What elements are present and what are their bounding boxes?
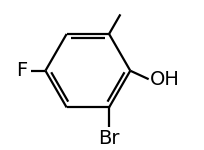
Text: F: F [16, 61, 27, 80]
Text: Br: Br [98, 129, 120, 148]
Text: OH: OH [150, 70, 180, 89]
